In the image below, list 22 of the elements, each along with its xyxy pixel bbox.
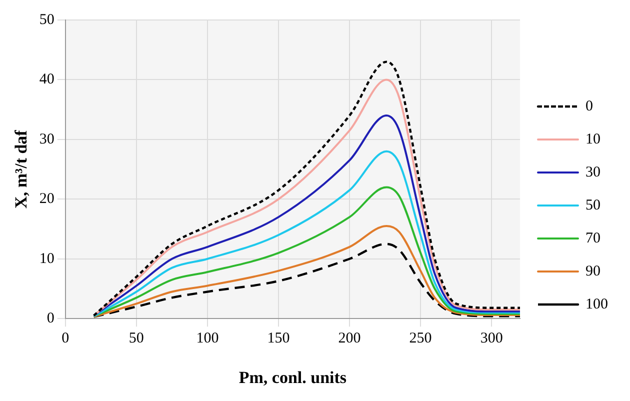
x-tick-label: 100 — [196, 330, 219, 347]
legend-label: 90 — [586, 263, 600, 280]
legend-label: 50 — [586, 197, 600, 214]
x-tick-label: 150 — [267, 330, 290, 347]
y-tick-label: 10 — [39, 250, 54, 267]
x-axis-title: Pm, conl. units — [238, 368, 347, 388]
x-tick-label: 200 — [338, 330, 361, 347]
x-tick-label: 50 — [128, 330, 144, 347]
legend-label: 70 — [586, 230, 600, 246]
y-axis-title: X, m³/t daf — [12, 130, 31, 208]
legend-label: 10 — [586, 131, 600, 148]
y-tick-label: 50 — [39, 12, 54, 28]
x-tick-label: 300 — [480, 330, 503, 347]
x-tick-label: 0 — [62, 330, 70, 347]
y-tick-label: 40 — [39, 72, 54, 88]
legend-label: 30 — [586, 164, 600, 180]
y-tick-label: 30 — [39, 131, 54, 148]
x-tick-label: 250 — [409, 330, 432, 347]
legend-label: 0 — [586, 98, 593, 114]
y-tick-label: 20 — [39, 191, 54, 208]
y-tick-label: 0 — [46, 310, 54, 327]
legend-label: 100 — [586, 296, 608, 312]
